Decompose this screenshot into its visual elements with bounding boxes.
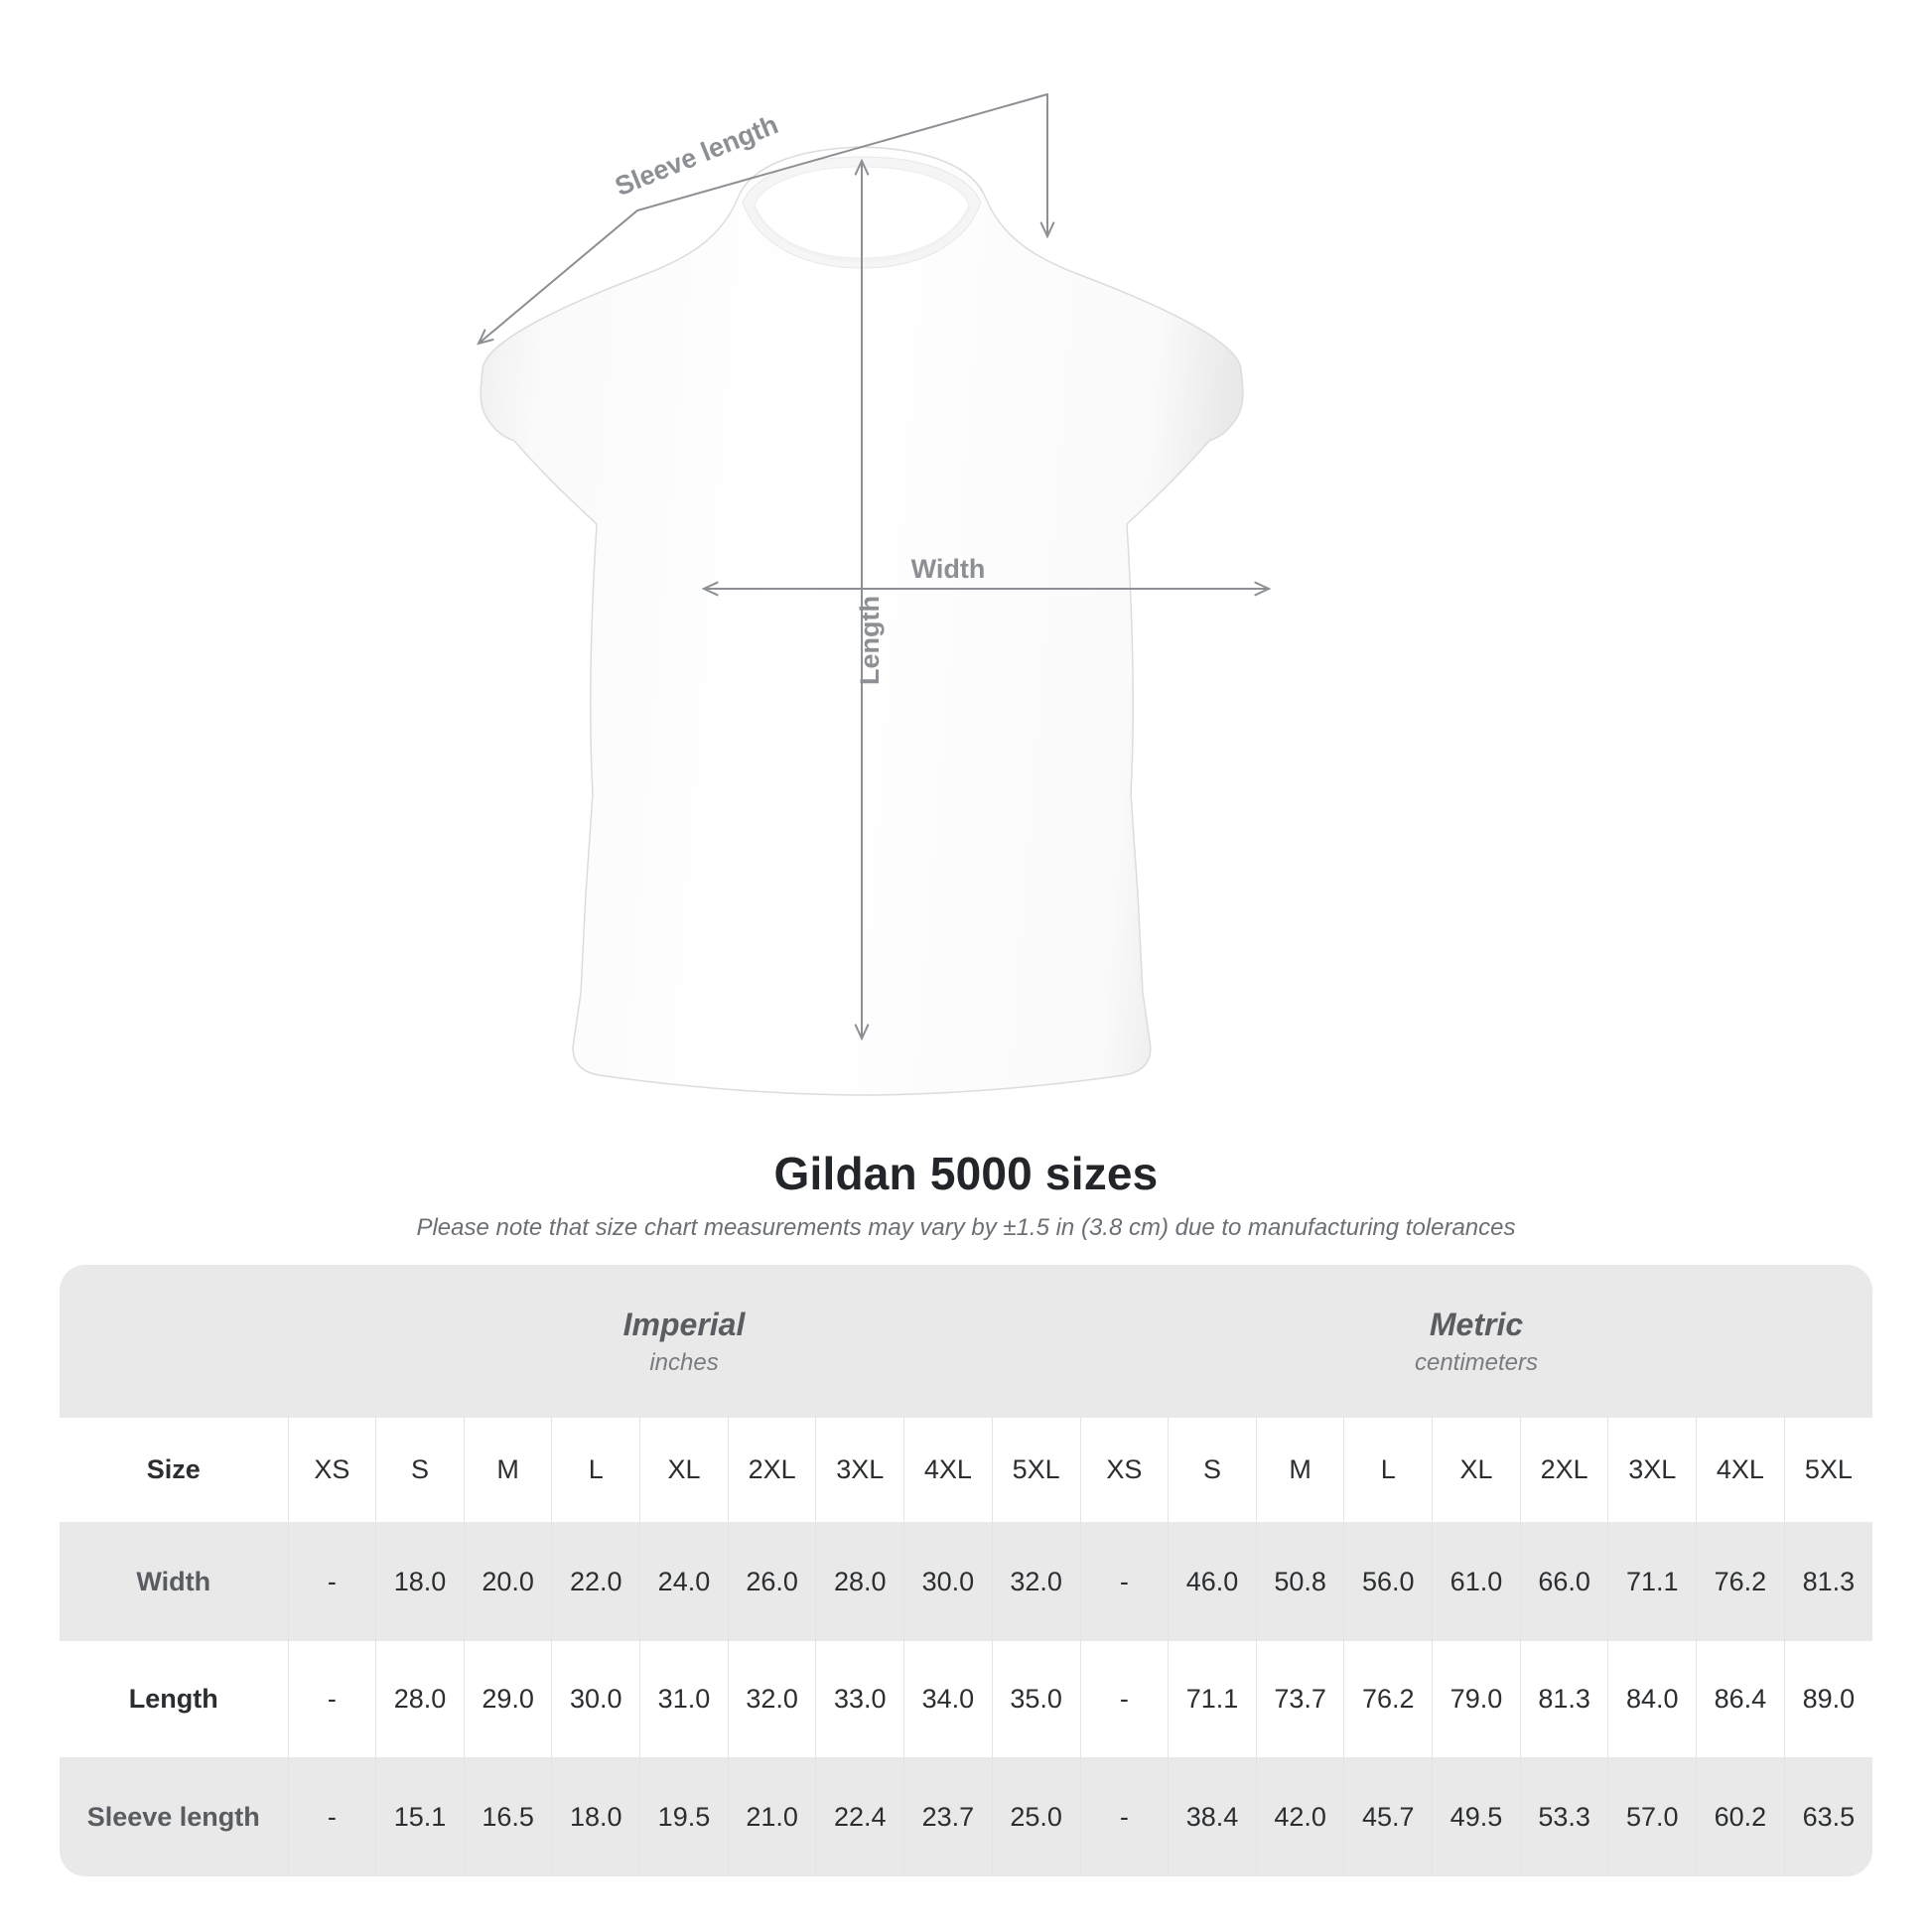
svg-text:Length: Length xyxy=(855,596,885,685)
svg-text:Width: Width xyxy=(911,554,986,584)
